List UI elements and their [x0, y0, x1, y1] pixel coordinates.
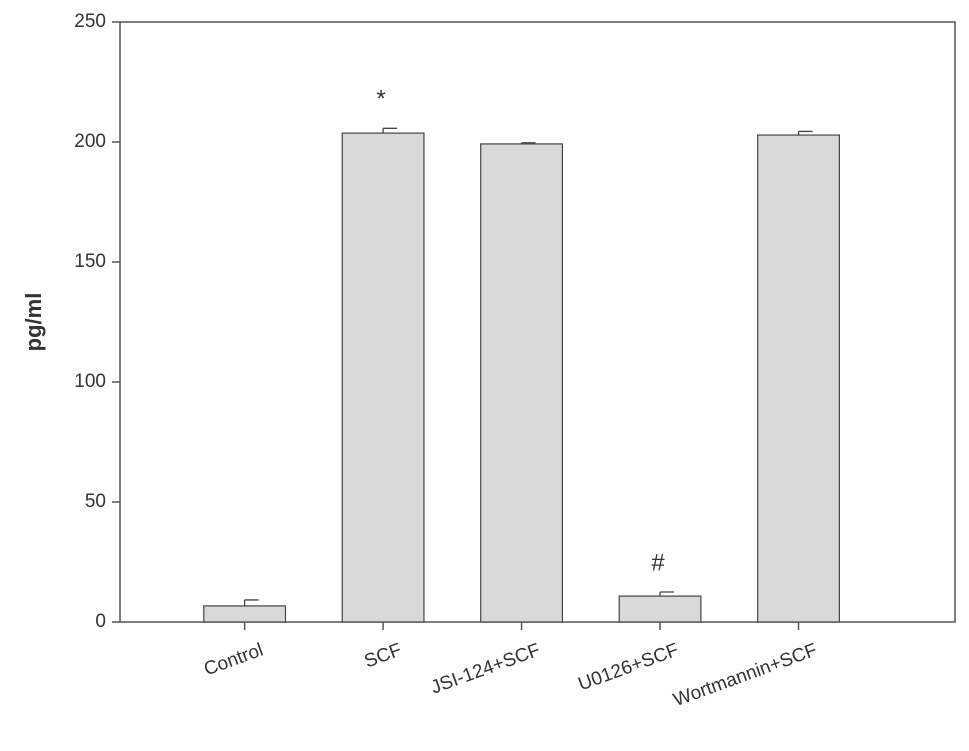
y-tick-label: 250 [74, 11, 106, 32]
annotation: # [651, 549, 665, 576]
x-tick-label: JSI-124+SCF [428, 640, 543, 699]
bar [618, 595, 702, 623]
error-bar [520, 142, 536, 144]
error-bar [382, 127, 398, 134]
bar [341, 132, 425, 623]
error-bar [243, 599, 259, 606]
error-bar [659, 591, 675, 597]
bar [480, 143, 564, 623]
y-tick-label: 100 [74, 371, 106, 392]
bar [203, 605, 287, 623]
y-tick-label: 0 [95, 611, 106, 632]
error-bar [797, 130, 813, 136]
annotation: * [376, 86, 385, 113]
x-tick-label: SCF [362, 640, 405, 673]
y-tick-label: 200 [74, 131, 106, 152]
bar [757, 134, 840, 623]
y-axis-label: pg/ml [21, 293, 46, 352]
y-tick-label: 50 [85, 491, 106, 512]
x-tick-label: U0126+SCF [576, 640, 682, 696]
y-tick-label: 150 [74, 251, 106, 272]
x-tick-label: Control [201, 640, 266, 681]
x-tick-label: Wortmannin+SCF [671, 640, 820, 711]
